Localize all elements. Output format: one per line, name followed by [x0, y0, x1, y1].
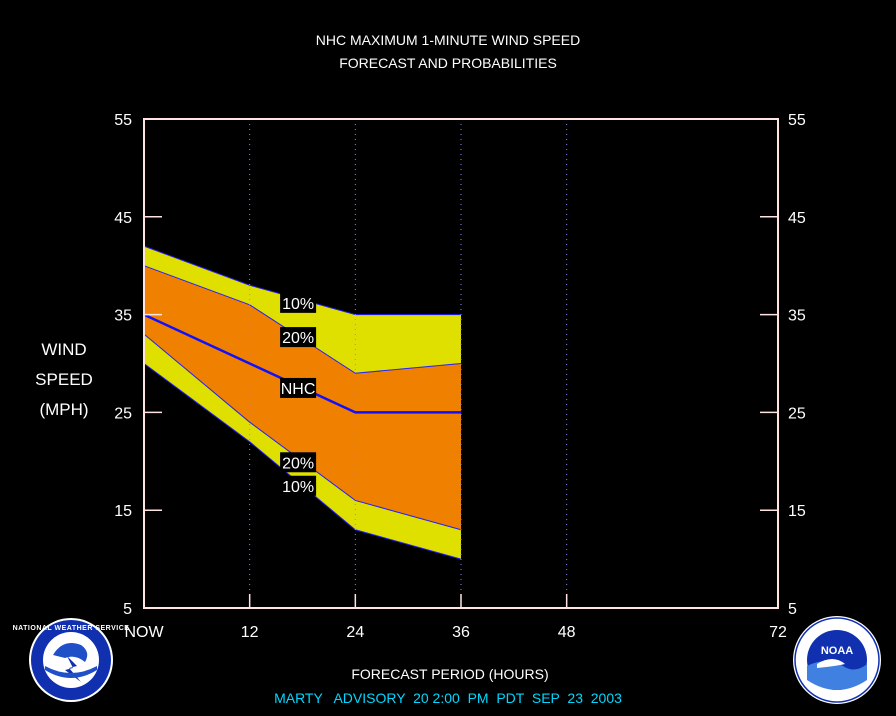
- annotation-label: 20%: [282, 330, 314, 347]
- annotation-10pct-4: 10%: [280, 475, 317, 496]
- annotation-background: [280, 292, 317, 313]
- y-tick-label-left: 5: [123, 601, 132, 618]
- nws-logo-text: NATIONAL WEATHER SERVICE: [13, 625, 130, 632]
- x-tick-label: 36: [452, 624, 470, 641]
- chart-title: NHC MAXIMUM 1-MINUTE WIND SPEED: [316, 32, 580, 48]
- y-axis-label-line-3: (MPH): [39, 400, 88, 419]
- annotation-label: 10%: [282, 296, 314, 313]
- noaa-logo: NOAA: [793, 616, 881, 704]
- annotation-20pct-3: 20%: [280, 452, 317, 473]
- x-tick-label: 24: [346, 624, 364, 641]
- annotation-background: [280, 452, 317, 473]
- y-tick-label-left: 45: [114, 210, 132, 227]
- annotation-nhc-2: NHC: [280, 377, 317, 398]
- advisory-footer: MARTY ADVISORY 20 2:00 PM PDT SEP 23 200…: [274, 690, 622, 706]
- x-tick-label: 72: [769, 624, 787, 641]
- annotation-background: [280, 327, 317, 348]
- annotation-label: 10%: [282, 479, 314, 496]
- x-tick-label: 12: [241, 624, 259, 641]
- annotation-label: 20%: [282, 455, 314, 472]
- y-tick-label-right: 25: [788, 405, 806, 422]
- y-axis-label-line-2: SPEED: [35, 370, 93, 389]
- y-tick-label-right: 15: [788, 503, 806, 520]
- nws-logo: NATIONAL WEATHER SERVICE: [13, 618, 130, 702]
- y-tick-label-right: 45: [788, 210, 806, 227]
- noaa-logo-text: NOAA: [821, 645, 853, 657]
- x-axis-label: FORECAST PERIOD (HOURS): [351, 666, 548, 682]
- annotation-background: [280, 377, 317, 398]
- y-tick-label-left: 25: [114, 405, 132, 422]
- band-annotations: 10% 20% NHC 20% 10%: [280, 292, 317, 496]
- y-tick-label-left: 55: [114, 112, 132, 129]
- x-tick-label: NOW: [124, 624, 164, 641]
- x-axis-ticks: NOW 12 24 36 48 72: [124, 594, 787, 641]
- y-tick-label-left: 15: [114, 503, 132, 520]
- y-tick-label-right: 35: [788, 308, 806, 325]
- annotation-background: [280, 475, 317, 496]
- annotation-label: NHC: [281, 381, 316, 398]
- y-tick-label-right: 55: [788, 112, 806, 129]
- y-axis-label-line-1: WIND: [41, 340, 86, 359]
- annotation-20pct-1: 20%: [280, 327, 317, 348]
- y-tick-label-left: 35: [114, 308, 132, 325]
- chart-subtitle: FORECAST AND PROBABILITIES: [339, 55, 557, 71]
- y-tick-label-right: 5: [788, 601, 797, 618]
- annotation-10pct-0: 10%: [280, 292, 317, 313]
- x-tick-label: 48: [558, 624, 576, 641]
